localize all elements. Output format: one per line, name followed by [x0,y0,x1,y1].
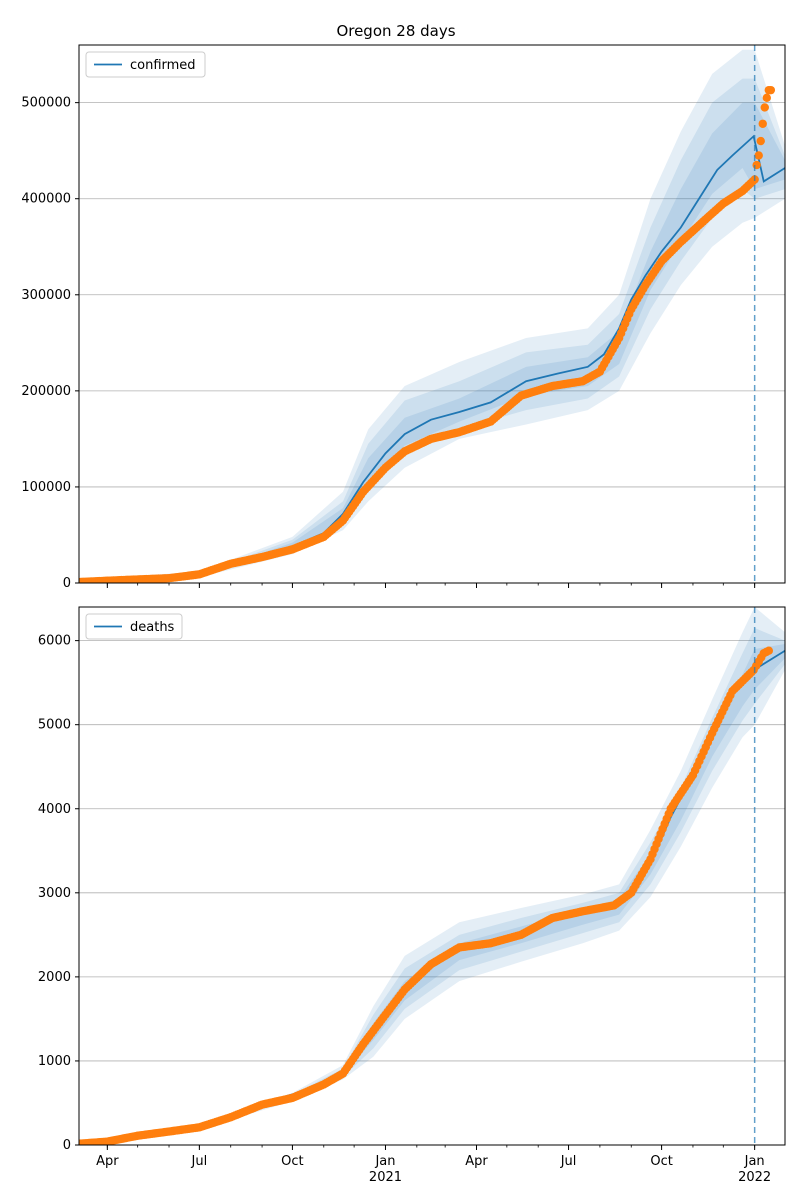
observed-point [752,160,761,170]
observed-point [754,151,763,160]
observed-point [764,646,774,655]
x-tick-label: Oct [281,1154,303,1169]
deaths-panel: 0 1000 2000 3000 4000 5000 6000 Apr Jul Oct Jan Apr… [38,606,786,1185]
uncertainty-band-middle [79,628,785,1145]
x-tick-label: Jan [374,1154,395,1169]
plot-area [79,49,785,583]
legend: deaths [85,613,183,640]
legend-label: deaths [130,620,175,635]
x-tick-label: Jan [744,1154,765,1169]
x-tick-label: Apr [465,1154,488,1169]
observed-point [758,119,767,128]
y-tick-label: 100000 [21,480,71,495]
observed-point [766,85,776,95]
y-tick-label: 0 [63,576,71,591]
y-tick-label: 6000 [38,634,71,649]
y-tick-label: 1000 [38,1054,71,1069]
uncertainty-band-outer [79,607,785,1145]
observed-point [760,103,769,112]
y-tick-label: 3000 [38,886,71,901]
y-tick-label: 0 [63,1138,71,1153]
uncertainty-band-middle [79,78,785,583]
legend-box [85,51,206,78]
x-year-label: 2021 [369,1170,402,1185]
y-tick-label: 2000 [38,970,71,985]
x-tick-label: Jul [560,1154,577,1169]
legend-label: confirmed [130,58,196,73]
axes-frame [78,606,786,1146]
uncertainty-band-outer [79,49,785,583]
uncertainty-band-inner [79,643,785,1145]
y-tick-label: 300000 [21,288,71,303]
x-tick-label: Jul [191,1154,208,1169]
y-tick-label: 5000 [38,718,71,733]
uncertainty-band-inner [79,102,785,583]
legend-box [85,613,183,640]
y-tick-label: 200000 [21,384,71,399]
y-tick-label: 4000 [38,802,71,817]
x-tick-label: Apr [96,1154,119,1169]
observed-point [762,93,771,103]
axes-frame [78,44,786,584]
observed-points [79,646,774,1145]
y-tick-label: 500000 [21,96,71,111]
observed-point [756,136,765,146]
y-tick-label: 400000 [21,192,71,207]
legend: confirmed [85,51,206,78]
x-tick-label: Oct [650,1154,672,1169]
confirmed-panel: 0 100000 200000 300000 400000 500000 confirmed [21,44,786,591]
x-year-label: 2022 [738,1170,771,1185]
observed-points [79,85,776,583]
plot-area [79,607,785,1145]
chart-title: Oregon 28 days [336,22,455,40]
